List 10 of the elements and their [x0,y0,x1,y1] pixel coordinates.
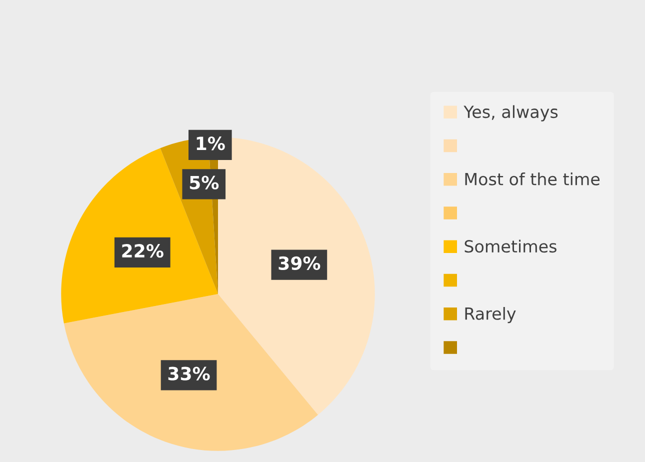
data-label: 22% [122,244,164,258]
legend-label: Rarely [465,307,516,324]
legend-label: Sometimes [464,240,556,253]
legend-label: Yes, always [464,105,558,122]
data-label: 33% [168,366,210,380]
legend-label: Most of the time [465,172,600,186]
data-label: 5% [190,176,219,190]
data-label: 1% [196,136,225,150]
data-label: 39% [278,256,320,270]
pie-slice [64,294,318,451]
